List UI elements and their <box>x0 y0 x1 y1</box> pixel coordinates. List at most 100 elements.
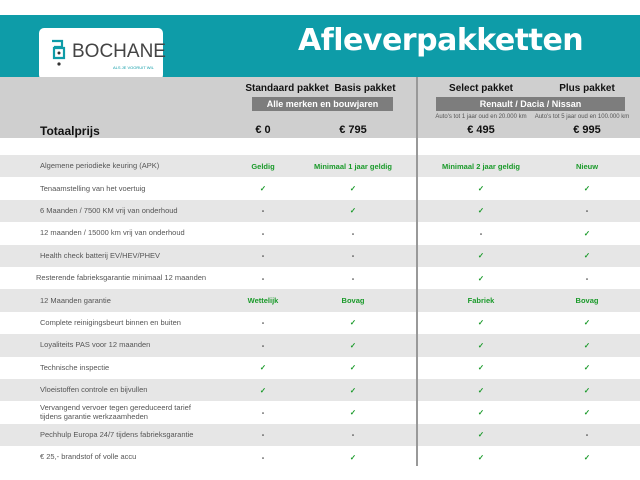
table-row: Vervangend vervoer tegen gereduceerd tar… <box>0 401 640 423</box>
value-cell: Wettelijk <box>247 296 279 306</box>
check-icon: ✓ <box>583 340 591 350</box>
check-icon: ✓ <box>477 184 485 194</box>
table-row: Complete reinigingsbeurt binnen en buite… <box>0 312 640 334</box>
feature-label: 12 Maanden garantie <box>40 295 111 305</box>
price-basis: € 795 <box>339 124 367 136</box>
package-select: Select pakket <box>449 83 513 94</box>
check-icon: ✓ <box>259 385 267 395</box>
check-icon: ✓ <box>583 363 591 373</box>
dash-cell: - <box>261 206 265 216</box>
value-cell: Minimaal 2 jaar geldig <box>442 161 520 171</box>
package-plus: Plus pakket <box>559 83 615 94</box>
check-icon: ✓ <box>477 340 485 350</box>
table-row: 6 Maanden / 7500 KM vrij van onderhoud - ✓… <box>0 199 640 223</box>
plus-note: Auto's tot 5 jaar oud en 100.000 km <box>534 114 630 120</box>
table-row: Technische inspectie ✓ ✓ ✓ ✓ <box>0 357 640 379</box>
select-note: Auto's tot 1 jaar oud en 20.000 km <box>435 114 527 120</box>
check-icon: ✓ <box>583 228 591 238</box>
logo: BOCHANE ALS JE VOORUIT WIL <box>39 28 166 80</box>
feature-label: Vloeistoffen controle en bijvullen <box>40 385 148 395</box>
check-icon: ✓ <box>583 452 591 462</box>
value-cell: Fabriek <box>467 296 495 306</box>
feature-label: Resterende fabrieksgarantie minimaal 12 … <box>36 273 207 283</box>
dash-cell: - <box>351 273 355 283</box>
dash-cell: - <box>585 430 589 440</box>
check-icon: ✓ <box>477 407 485 417</box>
check-icon: ✓ <box>349 363 357 373</box>
check-icon: ✓ <box>477 273 485 283</box>
check-icon: ✓ <box>349 318 357 328</box>
table-row: Algemene periodieke keuring (APK) Geldig M… <box>0 155 640 178</box>
table-row: Tenaamstelling van het voertuig ✓ ✓ ✓ ✓ <box>0 177 640 199</box>
dash-cell: - <box>261 340 265 350</box>
group-renault: Renault / Dacia / Nissan <box>436 97 625 111</box>
dash-cell: - <box>479 228 483 238</box>
table-row: € 25,- brandstof of volle accu - ✓ ✓ ✓ <box>0 446 640 468</box>
price-select: € 495 <box>467 124 495 136</box>
check-icon: ✓ <box>583 251 591 261</box>
table-row: Health check batterij EV/HEV/PHEV - - ✓ ✓ <box>0 244 640 267</box>
check-icon: ✓ <box>349 340 357 350</box>
check-icon: ✓ <box>477 363 485 373</box>
package-basis: Basis pakket <box>334 83 396 94</box>
dash-cell: - <box>261 407 265 417</box>
feature-table: Algemene periodieke keuring (APK) Geldig M… <box>0 155 640 468</box>
table-row: 12 maanden / 15000 km vrij van onderhoud… <box>0 222 640 244</box>
price-standaard: € 0 <box>255 124 271 136</box>
feature-label: Complete reinigingsbeurt binnen en buite… <box>40 318 181 328</box>
dash-cell: - <box>261 318 265 328</box>
check-icon: ✓ <box>583 407 591 417</box>
column-divider <box>416 77 418 466</box>
feature-label: 12 maanden / 15000 km vrij van onderhoud <box>40 228 185 238</box>
check-icon: ✓ <box>477 318 485 328</box>
dash-cell: - <box>261 228 265 238</box>
logo-tagline: ALS JE VOORUIT WIL <box>113 65 154 70</box>
feature-label: Technische inspectie <box>40 362 110 372</box>
table-row: Loyaliteits PAS voor 12 maanden - ✓ ✓ ✓ <box>0 334 640 357</box>
value-cell: Minimaal 1 jaar geldig <box>314 161 392 171</box>
check-icon: ✓ <box>349 452 357 462</box>
header-banner: BOCHANE ALS JE VOORUIT WIL Afleverpakket… <box>0 15 640 80</box>
value-cell: Geldig <box>251 161 275 171</box>
total-label: Totaalprijs <box>40 124 100 138</box>
check-icon: ✓ <box>349 184 357 194</box>
feature-label: Vervangend vervoer tegen gereduceerd tar… <box>40 402 191 422</box>
dash-cell: - <box>585 273 589 283</box>
check-icon: ✓ <box>349 206 357 216</box>
dash-cell: - <box>351 430 355 440</box>
feature-label: Algemene periodieke keuring (APK) <box>40 161 160 171</box>
check-icon: ✓ <box>477 452 485 462</box>
dash-cell: - <box>351 251 355 261</box>
table-row: 12 Maanden garantie Wettelijk Bovag Fabriek… <box>0 289 640 312</box>
value-cell: Bovag <box>575 296 599 306</box>
package-standaard: Standaard pakket <box>245 83 329 94</box>
page-title: Afleverpakketten <box>298 23 584 58</box>
dash-cell: - <box>261 251 265 261</box>
check-icon: ✓ <box>477 251 485 261</box>
price-plus: € 995 <box>573 124 601 136</box>
check-icon: ✓ <box>349 385 357 395</box>
check-icon: ✓ <box>349 407 357 417</box>
cart-icon <box>52 39 66 66</box>
dash-cell: - <box>261 452 265 462</box>
feature-label: Pechhulp Europa 24/7 tijdens fabrieksgar… <box>40 430 194 439</box>
feature-label: Tenaamstelling van het voertuig <box>40 183 146 193</box>
dash-cell: - <box>261 430 265 440</box>
value-cell: Bovag <box>341 296 365 306</box>
logo-name: BOCHANE <box>72 41 166 62</box>
feature-label: Health check batterij EV/HEV/PHEV <box>40 250 161 260</box>
table-row: Resterende fabrieksgarantie minimaal 12 … <box>0 267 640 289</box>
check-icon: ✓ <box>583 318 591 328</box>
dash-cell: - <box>585 206 589 216</box>
check-icon: ✓ <box>583 385 591 395</box>
check-icon: ✓ <box>477 430 485 440</box>
table-row: Pechhulp Europa 24/7 tijdens fabrieksgar… <box>0 423 640 447</box>
dash-cell: - <box>261 273 265 283</box>
table-header: Standaard pakket Basis pakket Select pak… <box>0 77 640 138</box>
check-icon: ✓ <box>583 184 591 194</box>
check-icon: ✓ <box>477 385 485 395</box>
feature-label: 6 Maanden / 7500 KM vrij van onderhoud <box>40 206 178 216</box>
feature-label: € 25,- brandstof of volle accu <box>40 452 137 462</box>
value-cell: Nieuw <box>575 161 599 171</box>
table-row: Vloeistoffen controle en bijvullen ✓ ✓ ✓ ✓ <box>0 378 640 402</box>
